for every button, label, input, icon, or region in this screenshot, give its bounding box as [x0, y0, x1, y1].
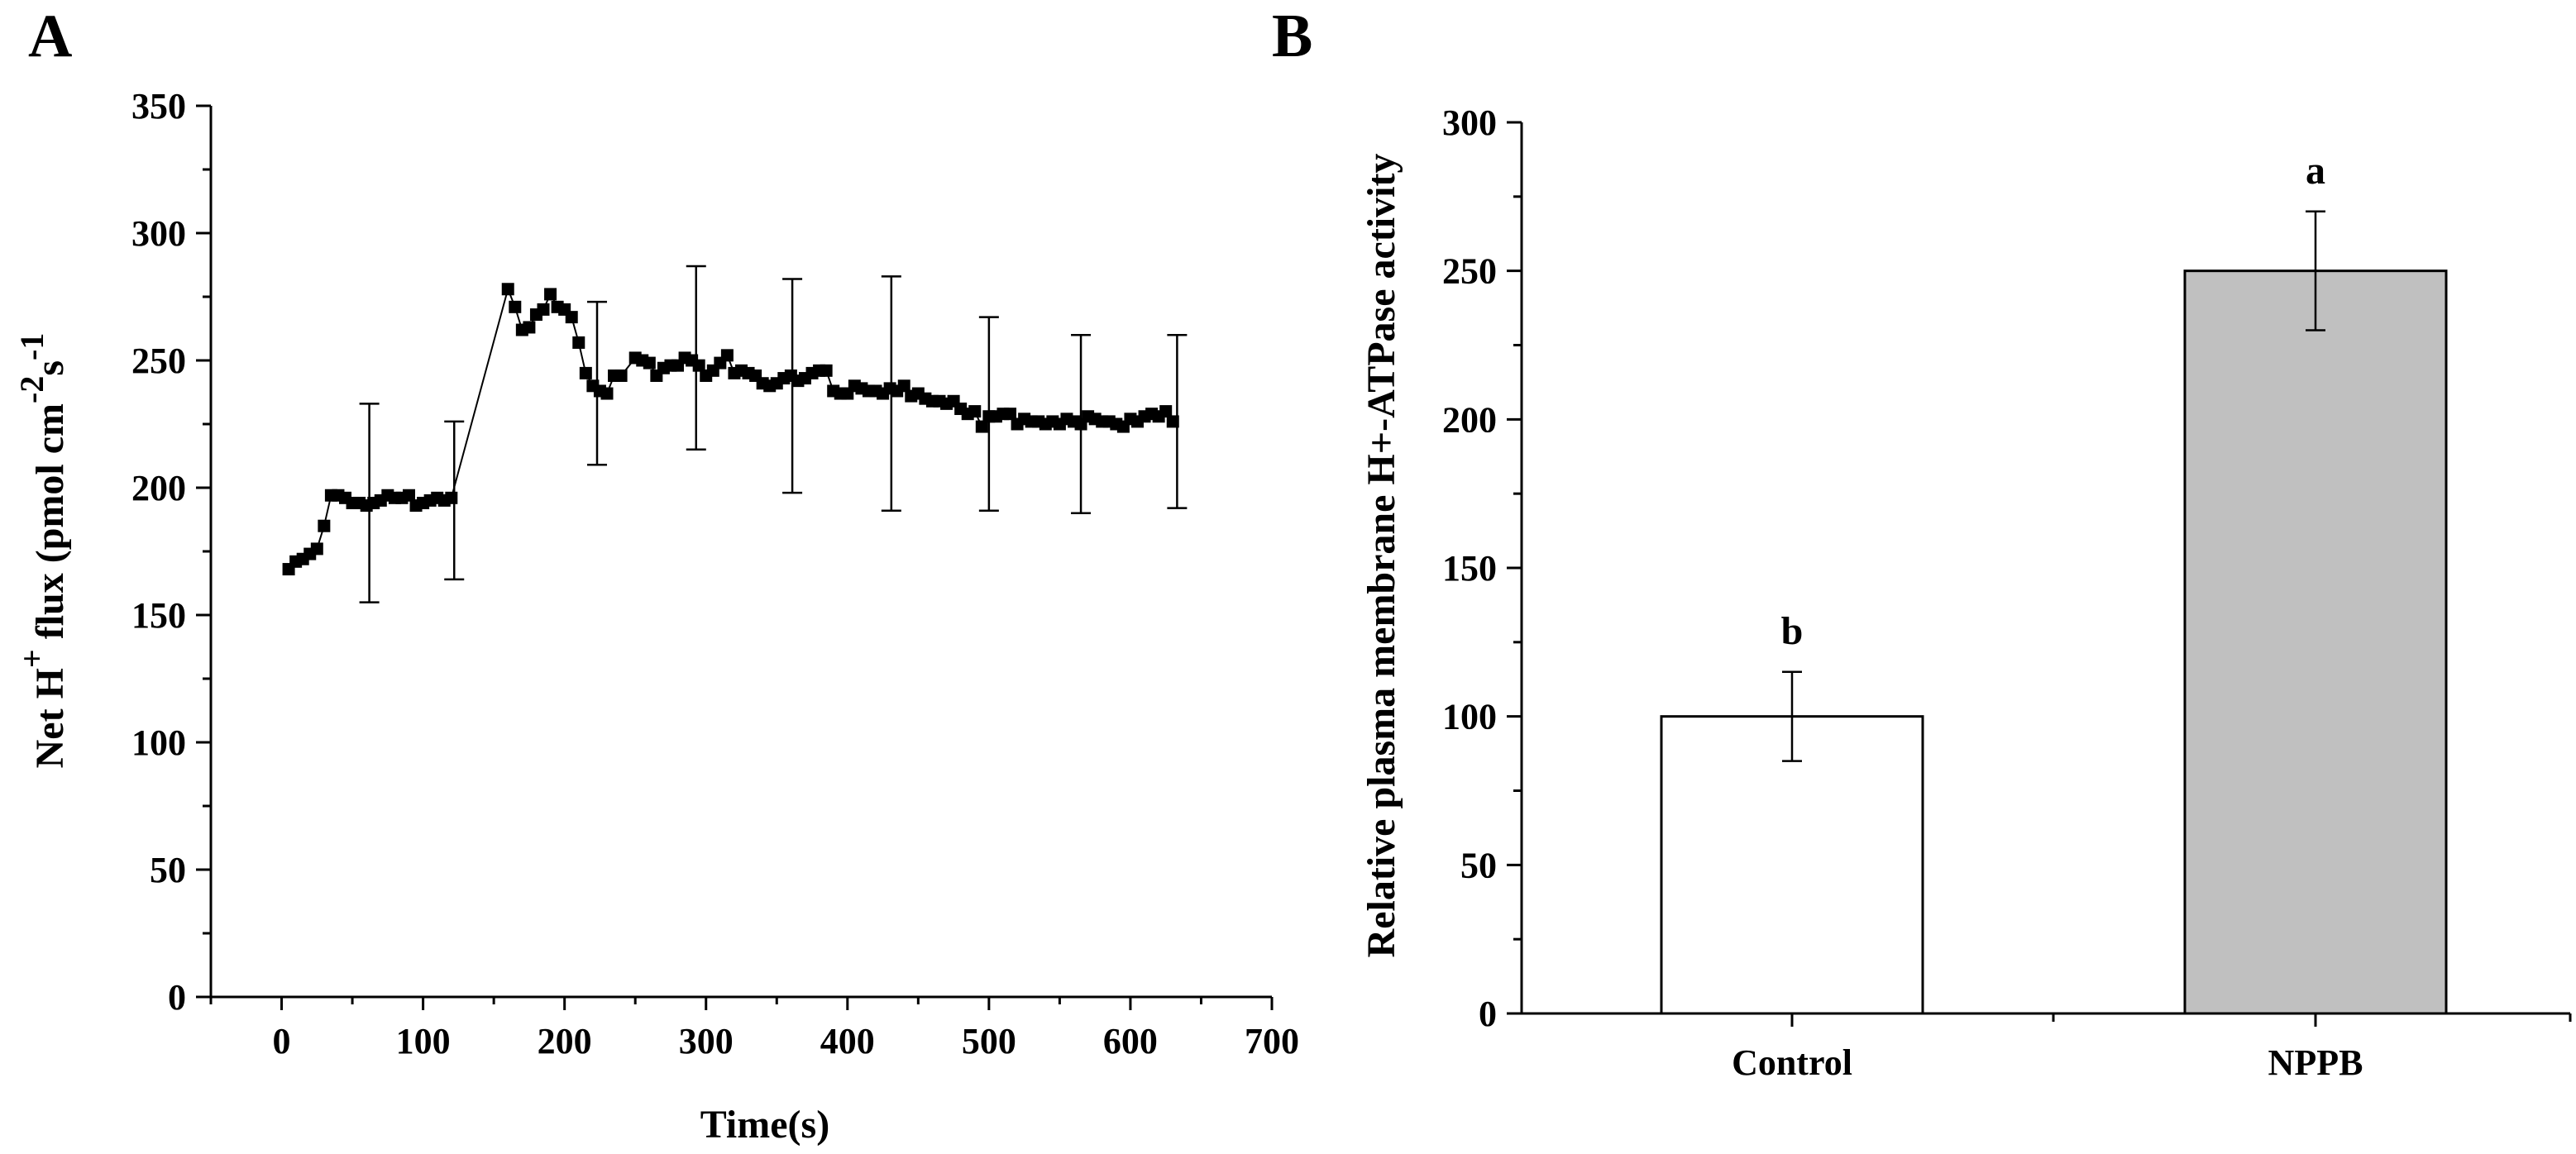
panel-a-y-tick-label: 100 — [131, 722, 186, 763]
panel-a-data-point — [897, 379, 910, 393]
panel-a-x-tick-label: 600 — [1103, 1021, 1158, 1061]
panel-a-y-title-net: Net H — [28, 668, 72, 768]
panel-b-y-tick-labels: 0 50 100 150 200 250 300 — [1442, 103, 1497, 1034]
panel-a-y-tick-label: 250 — [131, 341, 186, 381]
panel-b-category-label: Control — [1732, 1042, 1852, 1083]
panel-a-data-point — [310, 542, 323, 556]
panel-a-x-tick-label: 300 — [679, 1021, 734, 1061]
panel-a-data-point — [600, 387, 614, 400]
panel-a-x-tick-label: 100 — [396, 1021, 451, 1061]
panel-a-error-bars — [359, 265, 1188, 603]
panel-b-error-bars — [1782, 210, 2325, 762]
panel-a-x-tick-label: 500 — [962, 1021, 1016, 1061]
panel-a-data-point — [579, 366, 592, 379]
panel-b-y-tick-label: 50 — [1460, 845, 1497, 885]
panel-b-label: B — [1272, 2, 1312, 70]
panel-a-y-title-sup-minus2: -2 — [13, 376, 50, 403]
panel-a-data-point — [565, 311, 578, 324]
panel-b-y-tick-label: 150 — [1442, 548, 1497, 589]
panel-a-x-tick-label: 200 — [538, 1021, 592, 1061]
panel-a-data-point — [820, 364, 833, 377]
panel-b-y-axis-title: Relative plasma membrane H+-ATPase activ… — [1360, 154, 1403, 958]
panel-a-data-point — [402, 489, 415, 502]
panel-b-significance-labels: ba — [1781, 149, 2325, 653]
panel-a-data-point — [1159, 405, 1173, 418]
panel-b-category-labels: Control NPPB — [1732, 1042, 2363, 1083]
panel-a-data-point — [318, 519, 331, 532]
panel-a-y-tick-label: 200 — [131, 468, 186, 508]
panel-a-data-point — [523, 321, 536, 334]
panel-a-y-axis-title: Net H+ flux (pmol cm-2s-1 — [13, 333, 72, 769]
panel-b-category-label: NPPB — [2268, 1042, 2363, 1083]
panel-a-x-tick-label: 0 — [273, 1021, 291, 1061]
panel-b-significance-label: a — [2306, 149, 2325, 193]
panel-a-y-title-sup-plus: + — [13, 649, 50, 668]
panel-a-data-point — [572, 336, 585, 349]
panel-a-data-point — [1004, 408, 1017, 421]
panel-a-y-title-s: s — [28, 360, 72, 376]
panel-a-x-axis-title: Time(s) — [700, 1103, 829, 1147]
panel-a-label: A — [28, 2, 72, 70]
panel-b-significance-label: b — [1781, 609, 1804, 653]
panel-a-data-point — [537, 303, 550, 316]
panel-a-data-point — [643, 356, 656, 370]
panel-a-y-tick-labels: 0 50 100 150 200 250 300 350 — [131, 86, 186, 1018]
panel-a-data-point — [501, 283, 514, 296]
panel-a-data-point — [509, 300, 522, 313]
panel-b-y-tick-label: 250 — [1442, 251, 1497, 292]
panel-b-bar-nppb — [2183, 269, 2448, 1015]
panel-a-points — [282, 283, 1179, 576]
panel-a-data-point — [614, 369, 628, 382]
panel-a-x-tick-label: 700 — [1245, 1021, 1299, 1061]
panel-a-data-point — [975, 420, 988, 433]
panel-a-y-title-flux: flux (pmol cm — [28, 403, 72, 649]
panel-a-y-tick-label: 300 — [131, 213, 186, 254]
panel-a-data-point — [720, 349, 734, 362]
panel-a-data-point — [544, 288, 557, 301]
panel-b-bar-control — [1660, 715, 1924, 1015]
panel-a-x-tick-labels: 0 100 200 300 400 500 600 700 — [273, 1021, 1299, 1061]
panel-b-bars — [1660, 269, 2448, 1015]
panel-a-x-tick-label: 400 — [820, 1021, 875, 1061]
panel-a-data-point — [445, 491, 458, 504]
panel-a-y-title-sup-minus1: -1 — [13, 333, 50, 360]
panel-a-y-tick-label: 350 — [131, 86, 186, 126]
panel-a-ticks — [196, 104, 1274, 1010]
panel-a-y-tick-label: 0 — [168, 977, 186, 1018]
panel-b-ticks — [1507, 121, 2572, 1027]
panel-a-data-point — [692, 359, 705, 372]
panel-b-y-tick-label: 300 — [1442, 103, 1497, 143]
panel-b-y-tick-label: 100 — [1442, 697, 1497, 737]
panel-a-data-point — [968, 405, 982, 418]
panel-b-y-tick-label: 200 — [1442, 399, 1497, 440]
panel-a-y-tick-label: 50 — [150, 850, 186, 890]
panel-a-y-tick-label: 150 — [131, 595, 186, 636]
panel-b-y-tick-label: 0 — [1479, 994, 1497, 1034]
panel-a-data-point — [1166, 415, 1179, 428]
panel-a-line-chart: A 0 100 200 300 400 500 600 700 0 50 100 150 200 250… — [13, 2, 1299, 1147]
